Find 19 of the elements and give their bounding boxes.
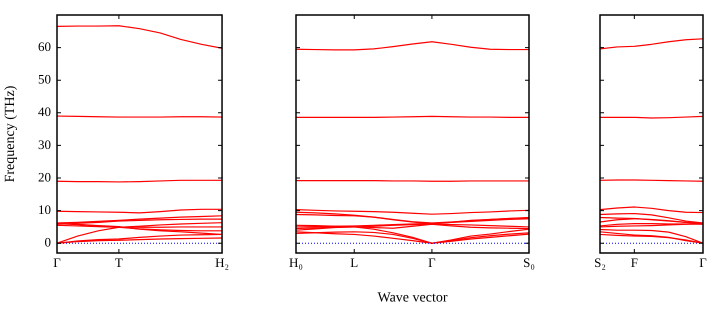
- x-tick-label: H₂: [215, 255, 229, 270]
- y-tick-label: 10: [38, 202, 51, 218]
- y-tick-label: 50: [38, 72, 51, 87]
- y-axis-title: Frequency (THz): [3, 85, 18, 182]
- y-tick-label: 20: [38, 169, 51, 184]
- x-tick-label: L: [350, 255, 358, 270]
- y-tick-label: 30: [38, 136, 51, 152]
- x-tick-label: T: [114, 255, 123, 270]
- x-tick-label: F: [630, 255, 638, 270]
- x-tick-label: Γ: [53, 255, 62, 270]
- x-axis-title: Wave vector: [378, 290, 448, 306]
- y-tick-label: 40: [38, 104, 51, 120]
- x-tick-label: S₂: [594, 255, 606, 270]
- y-tick-label: 0: [44, 234, 51, 250]
- x-tick-label: Γ: [428, 255, 436, 270]
- x-tick-label: Γ: [699, 255, 708, 270]
- x-tick-label: H₀: [289, 255, 303, 270]
- x-tick-label: S₀: [523, 255, 535, 270]
- y-tick-label: 60: [38, 39, 51, 54]
